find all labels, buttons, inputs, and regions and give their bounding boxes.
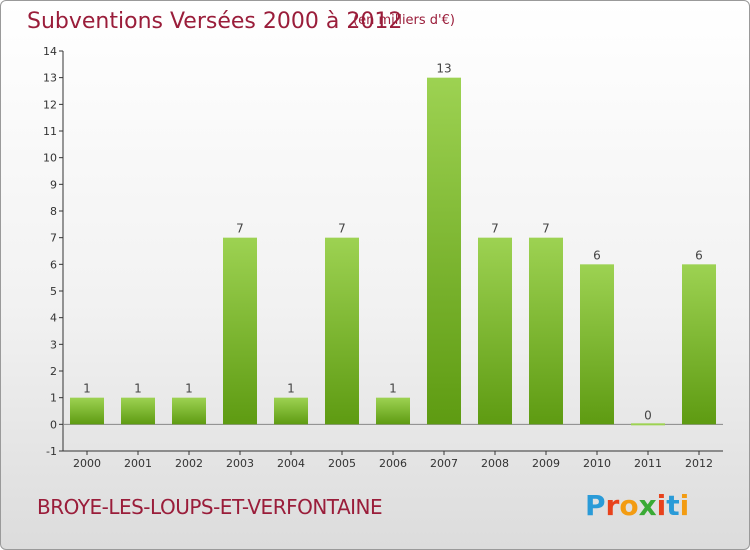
x-tick-label: 2003	[226, 457, 254, 470]
bar	[580, 264, 614, 425]
data-label: 1	[83, 382, 91, 396]
data-label: 1	[287, 382, 295, 396]
y-tick-label: 2	[50, 365, 57, 378]
y-tick-label: 13	[43, 72, 57, 85]
data-label: 7	[236, 222, 244, 236]
data-label: 6	[593, 248, 601, 262]
y-tick-label: 12	[43, 98, 57, 111]
x-tick-label: 2010	[583, 457, 611, 470]
bar	[172, 397, 206, 425]
x-tick-label: 2000	[73, 457, 101, 470]
y-tick-label: 9	[50, 178, 57, 191]
y-tick-label: 3	[50, 338, 57, 351]
logo-letter: P	[585, 489, 606, 522]
bar	[478, 237, 512, 425]
y-tick-label: 14	[43, 45, 57, 58]
x-tick-label: 2008	[481, 457, 509, 470]
x-tick-label: 2005	[328, 457, 356, 470]
x-tick-label: 2002	[175, 457, 203, 470]
x-tick-label: 2007	[430, 457, 458, 470]
x-tick-label: 2006	[379, 457, 407, 470]
bar	[427, 77, 461, 425]
data-label: 0	[644, 408, 652, 422]
logo-letter: i	[656, 489, 667, 522]
data-label: 13	[436, 62, 451, 76]
x-tick-label: 2004	[277, 457, 305, 470]
data-label: 6	[695, 248, 703, 262]
bar	[376, 397, 410, 425]
y-tick-label: 10	[43, 152, 57, 165]
bar	[70, 397, 104, 425]
bar	[121, 397, 155, 425]
chart-unit: (en milliers d'€)	[353, 13, 455, 28]
y-tick-label: 5	[50, 285, 57, 298]
data-label: 1	[389, 382, 397, 396]
proxiti-logo: Proxiti	[585, 489, 689, 522]
bar	[325, 237, 359, 425]
commune-name: BROYE-LES-LOUPS-ET-VERFONTAINE	[37, 495, 383, 519]
y-tick-label: -1	[46, 445, 57, 458]
logo-letter: o	[619, 489, 639, 522]
y-tick-label: 4	[50, 312, 57, 325]
data-label: 7	[491, 222, 499, 236]
x-tick-label: 2011	[634, 457, 662, 470]
logo-letter: i	[679, 489, 690, 522]
x-tick-label: 2001	[124, 457, 152, 470]
y-tick-label: 6	[50, 258, 57, 271]
data-label: 7	[338, 222, 346, 236]
y-tick-label: 11	[43, 125, 57, 138]
y-tick-label: 0	[50, 418, 57, 431]
data-label: 1	[134, 382, 142, 396]
data-label: 7	[542, 222, 550, 236]
logo-letter: x	[638, 489, 657, 522]
bar	[274, 397, 308, 425]
y-tick-label: 8	[50, 205, 57, 218]
data-label: 1	[185, 382, 193, 396]
y-tick-label: 7	[50, 232, 57, 245]
bar	[529, 237, 563, 425]
x-tick-label: 2012	[685, 457, 713, 470]
bar	[223, 237, 257, 425]
bar	[682, 264, 716, 425]
x-tick-label: 2009	[532, 457, 560, 470]
y-tick-label: 1	[50, 392, 57, 405]
chart-title: Subventions Versées 2000 à 2012	[27, 9, 403, 34]
bar	[631, 423, 665, 426]
logo-letter: t	[666, 489, 680, 522]
logo-letter: r	[605, 489, 620, 522]
